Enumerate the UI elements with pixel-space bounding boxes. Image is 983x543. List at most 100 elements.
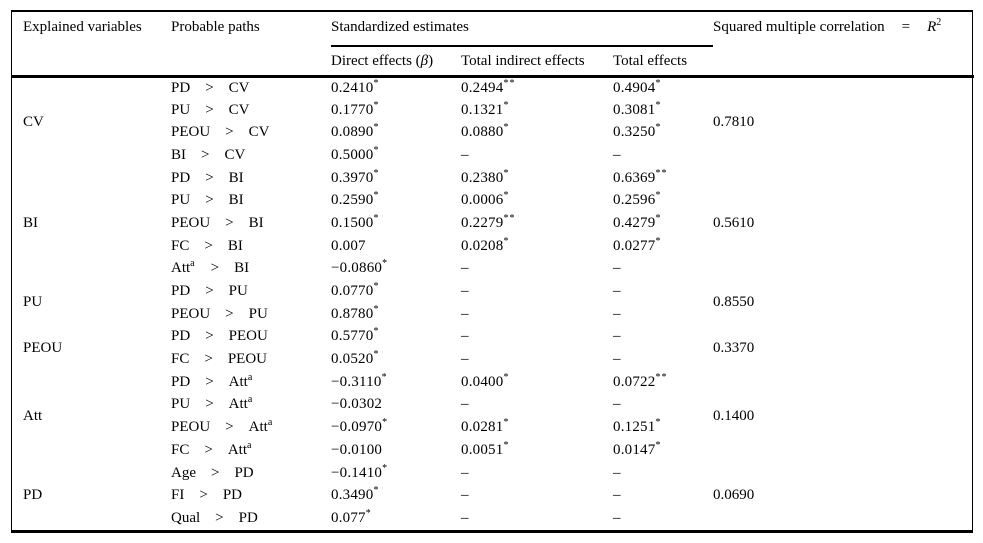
indirect-effect-cell: 0.0281* — [461, 417, 510, 436]
direct-effect-cell: 0.5770* — [331, 326, 380, 345]
significance-asterisk: * — [373, 349, 380, 361]
direct-effects-label: Direct effects ( — [331, 53, 421, 70]
path-cell: FC > BI — [171, 235, 331, 258]
significance-asterisk: * — [373, 326, 380, 338]
direct-effect-cell: −0.0302 — [331, 396, 383, 413]
significance-asterisk: * — [373, 122, 380, 134]
indirect-effect-cell: – — [461, 396, 469, 413]
significance-asterisk: * — [373, 167, 380, 179]
direct-effect-cell: 0.8780* — [331, 303, 380, 322]
table-row: Atta > BI −0.0860* – – — [12, 258, 974, 281]
path-cell: Age > PD — [171, 462, 331, 485]
indirect-effect-cell: – — [461, 305, 469, 322]
total-effect-cell: 0.0277* — [613, 235, 662, 254]
col-header-squared-multiple-correlation: Squared multiple correlation = R2 — [713, 12, 974, 76]
path-arrow: > — [225, 419, 234, 436]
header-row-sub: Direct effects (β) Total indirect effect… — [12, 46, 974, 76]
significance-asterisk: * — [503, 439, 510, 451]
col-header-total-indirect-effects: Total indirect effects — [461, 53, 585, 70]
direct-effect-cell: 0.5000* — [331, 144, 380, 163]
path-target: Att — [227, 441, 247, 458]
significance-asterisk: * — [655, 439, 662, 451]
beta-symbol: β — [420, 53, 429, 70]
direct-effect-cell: 0.3970* — [331, 167, 380, 186]
path-arrow: > — [205, 283, 214, 300]
total-effect-cell: – — [613, 351, 621, 368]
r2-value-cell: 0.3370 — [713, 339, 755, 356]
path-arrow: > — [199, 487, 208, 504]
table-row: FC > PEOU 0.0520* – – — [12, 348, 974, 371]
significance-asterisk: * — [655, 212, 662, 224]
path-cell: PU > CV — [171, 99, 331, 122]
indirect-effect-cell: – — [461, 146, 469, 163]
total-effect-cell: 0.3081* — [613, 99, 662, 118]
path-cell: PD > BI — [171, 167, 331, 190]
path-cell: PEOU > CV — [171, 121, 331, 144]
significance-asterisk: * — [503, 235, 510, 247]
significance-asterisk: ** — [655, 371, 668, 383]
explained-variable-cell: CV — [23, 113, 44, 130]
path-source: PD — [171, 328, 191, 345]
path-cell: Atta > BI — [171, 258, 331, 281]
total-effect-cell: – — [613, 260, 621, 277]
significance-asterisk: * — [503, 417, 510, 429]
significance-asterisk: * — [373, 485, 380, 497]
significance-asterisk: * — [373, 212, 380, 224]
col-header-standardized-estimates: Standardized estimates — [331, 12, 714, 47]
path-target: Att — [228, 373, 248, 390]
direct-effect-cell: 0.1500* — [331, 212, 380, 231]
r2-value-cell: 0.5610 — [713, 214, 755, 231]
significance-asterisk: * — [655, 417, 662, 429]
path-arrow: > — [215, 510, 224, 527]
path-cell: PEOU > PU — [171, 303, 331, 326]
direct-effect-cell: 0.2410* — [331, 77, 380, 96]
table-row: FC > Atta −0.0100 0.0051* 0.0147* — [12, 439, 974, 462]
table-row: PEOU > BI 0.1500* 0.2279** 0.4279* — [12, 212, 974, 235]
path-source: PEOU — [171, 305, 211, 322]
path-source: PD — [171, 79, 191, 96]
indirect-effect-cell: 0.2279** — [461, 212, 516, 231]
table-row: PEOU > PU 0.8780* – – — [12, 303, 974, 326]
path-arrow: > — [201, 146, 210, 163]
total-effect-cell: – — [613, 305, 621, 322]
path-arrow: > — [225, 124, 234, 141]
path-target: BI — [228, 169, 244, 186]
significance-asterisk: * — [655, 99, 662, 111]
significance-asterisk: ** — [503, 212, 516, 224]
total-effect-cell: 0.3250* — [613, 122, 662, 141]
table-row: PU > CV 0.1770* 0.1321* 0.3081* — [12, 99, 974, 122]
indirect-effect-cell: 0.0208* — [461, 235, 510, 254]
equals-sign: = — [901, 19, 911, 35]
direct-effect-cell: 0.077* — [331, 508, 372, 527]
path-target-superscript: a — [247, 439, 253, 451]
significance-asterisk: * — [655, 235, 662, 247]
path-arrow: > — [205, 373, 214, 390]
r2-value-cell: 0.8550 — [713, 294, 755, 311]
path-source: FC — [171, 237, 190, 254]
path-target: PD — [234, 464, 254, 481]
r2-value-cell: 0.1400 — [713, 407, 755, 424]
indirect-effect-cell: – — [461, 328, 469, 345]
path-arrow: > — [205, 396, 214, 413]
path-target: PD — [238, 510, 258, 527]
table-row: PU > Atta −0.0302 – – — [12, 394, 974, 417]
path-cell: FI > PD — [171, 484, 331, 507]
path-arrow: > — [211, 464, 220, 481]
path-cell: PD > CV — [171, 76, 331, 99]
significance-asterisk: ** — [655, 167, 668, 179]
table-row: PU > BI 0.2590* 0.0006* 0.2596* — [12, 189, 974, 212]
direct-effect-cell: 0.1770* — [331, 99, 380, 118]
direct-effect-cell: −0.0100 — [331, 441, 383, 458]
path-cell: PEOU > BI — [171, 212, 331, 235]
path-arrow: > — [204, 441, 213, 458]
path-target: PEOU — [228, 328, 268, 345]
path-arrow: > — [205, 79, 214, 96]
path-arrow: > — [205, 192, 214, 209]
significance-asterisk: * — [373, 77, 380, 89]
total-effect-cell: 0.4279* — [613, 212, 662, 231]
direct-effect-cell: −0.1410* — [331, 462, 389, 481]
table-row: PEOU > Atta −0.0970* 0.0281* 0.1251* — [12, 416, 974, 439]
indirect-effect-cell: – — [461, 351, 469, 368]
significance-asterisk: * — [365, 508, 372, 520]
path-arrow: > — [225, 214, 234, 231]
